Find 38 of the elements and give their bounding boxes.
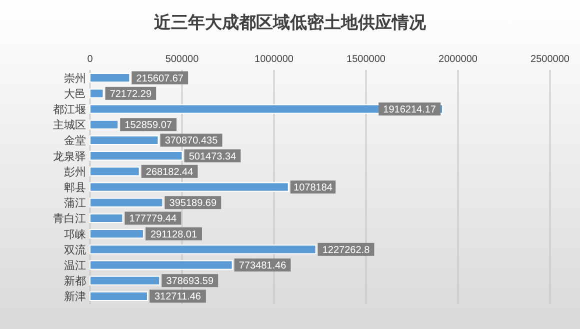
data-label: 395189.69 <box>169 198 217 210</box>
data-label: 152859.07 <box>124 120 172 132</box>
chart-title: 近三年大成都区域低密土地供应情况 <box>153 13 427 32</box>
y-tick-label: 大邑 <box>64 87 86 100</box>
data-label: 773481.46 <box>238 260 287 272</box>
data-label: 1227262.8 <box>322 244 370 256</box>
y-tick-label: 新都 <box>64 274 86 288</box>
y-tick-label: 温江 <box>64 260 86 272</box>
data-label: 291128.01 <box>150 229 198 240</box>
x-tick-label: 2500000 <box>530 54 570 65</box>
x-tick-label: 1500000 <box>346 54 386 65</box>
data-label: 501473.34 <box>188 151 237 162</box>
y-tick-label: 龙泉驿 <box>53 150 86 163</box>
y-tick-label: 蒲江 <box>64 196 86 210</box>
x-tick-label: 1000000 <box>254 54 294 65</box>
x-tick-label: 500000 <box>165 54 200 65</box>
y-tick-label: 郫县 <box>64 182 86 194</box>
y-tick-label: 主城区 <box>53 118 86 132</box>
data-label: 72172.29 <box>110 88 152 100</box>
y-tick-label: 金堂 <box>64 134 86 148</box>
data-label: 268182.44 <box>146 166 194 178</box>
x-tick-label: 2000000 <box>438 54 478 65</box>
y-tick-label: 都江堰 <box>53 103 86 116</box>
data-label: 1078184 <box>294 182 333 194</box>
y-tick-label: 邛崃 <box>64 228 86 241</box>
data-label: 215607.67 <box>136 73 184 84</box>
data-label: 177779.44 <box>129 214 177 225</box>
data-label: 312711.46 <box>154 292 202 303</box>
y-tick-label: 崇州 <box>64 72 86 85</box>
y-tick-label: 双流 <box>64 243 86 256</box>
y-tick-label: 彭州 <box>64 165 86 178</box>
data-label: 1916214.17 <box>383 104 436 116</box>
y-tick-label: 新津 <box>64 290 86 304</box>
x-tick-label: 0 <box>87 54 94 65</box>
data-label: 378693.59 <box>166 276 214 288</box>
y-tick-label: 青白江 <box>53 212 86 226</box>
bar <box>90 88 104 98</box>
data-label: 370870.435 <box>164 136 218 147</box>
